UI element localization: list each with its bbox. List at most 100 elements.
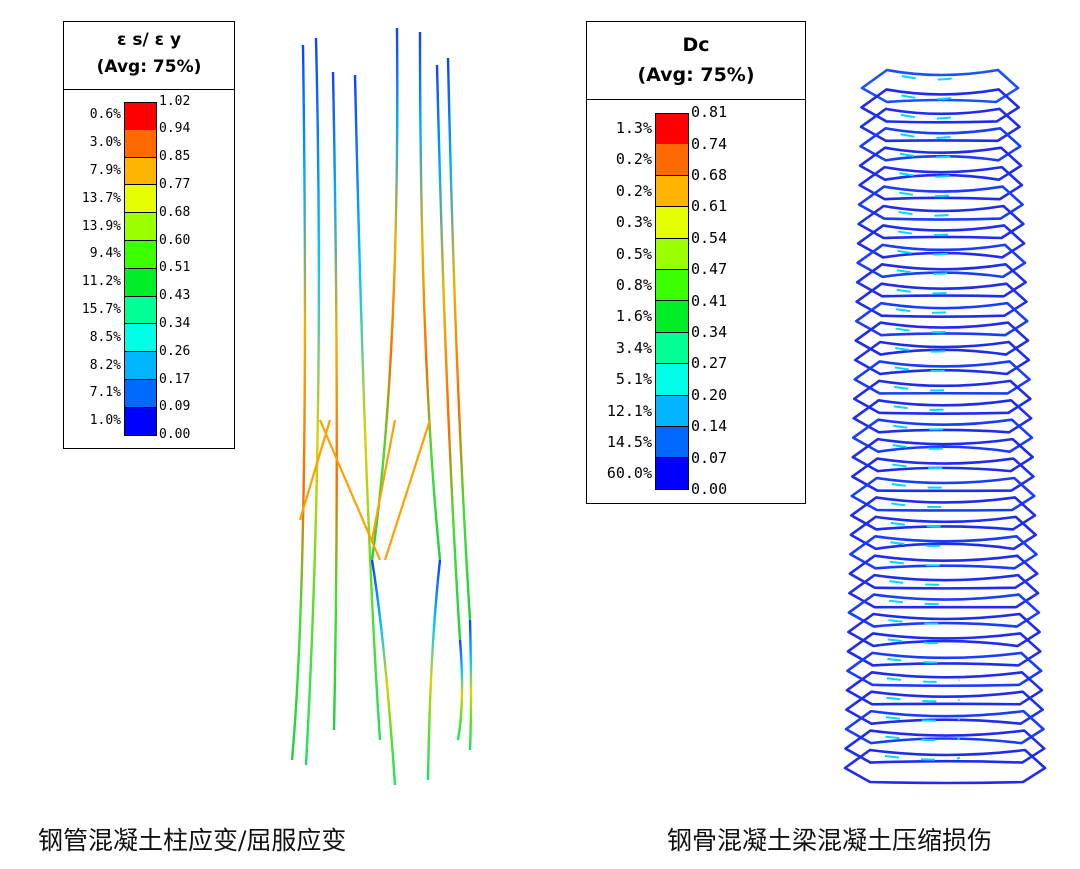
damage-ring-highlight xyxy=(889,580,959,586)
strain-legend-header: ε s/ ε y (Avg: 75%) xyxy=(64,22,234,90)
damage-legend-subtitle: (Avg: 75%) xyxy=(637,64,755,86)
damage-ring xyxy=(855,262,1028,298)
legend-percent: 9.4% xyxy=(89,246,121,262)
steel-rebar-line xyxy=(370,419,397,541)
legend-percent: 12.1% xyxy=(606,401,652,420)
damage-ring xyxy=(854,301,1029,337)
damage-ring xyxy=(858,146,1023,182)
damage-ring xyxy=(852,398,1033,434)
legend-value: 0.60 xyxy=(159,232,191,248)
damage-ring-highlight xyxy=(885,735,961,742)
damage-legend-title: Dc xyxy=(682,34,710,56)
damage-ring xyxy=(850,457,1035,493)
legend-value: 0.94 xyxy=(159,121,191,137)
damage-ring xyxy=(856,224,1026,259)
steel-rebar-line xyxy=(318,419,382,561)
damage-ring-highlight xyxy=(899,172,956,178)
legend-percent: 13.7% xyxy=(81,190,121,206)
damage-ring-highlight xyxy=(888,599,960,606)
legend-color-band xyxy=(124,185,157,214)
damage-ring-highlight xyxy=(891,502,959,509)
legend-color-band xyxy=(124,380,157,408)
damage-ring-highlight xyxy=(895,347,958,353)
damage-ring xyxy=(858,165,1024,201)
steel-rebar-line xyxy=(383,419,432,561)
legend-value: 0.34 xyxy=(691,323,728,342)
damage-ring-highlight xyxy=(896,308,957,314)
damage-ring xyxy=(844,709,1045,745)
legend-value: 0.85 xyxy=(159,149,191,165)
legend-color-band xyxy=(124,352,157,380)
legend-value: 0.68 xyxy=(691,166,728,185)
damage-ring-highlight xyxy=(887,638,960,645)
legend-value: 1.02 xyxy=(159,93,191,109)
legend-percent: 1.6% xyxy=(615,307,652,326)
steel-rebar-line xyxy=(304,37,321,766)
legend-value: 0.81 xyxy=(691,103,728,122)
legend-percent: 11.2% xyxy=(81,274,121,290)
damage-ring xyxy=(851,418,1034,454)
legend-value: 0.54 xyxy=(691,228,728,247)
caption-right: 钢骨混凝土梁混凝土压缩损伤 xyxy=(667,826,993,855)
steel-rebar-line xyxy=(435,64,462,641)
damage-ring-highlight xyxy=(892,463,959,470)
damage-ring-highlight xyxy=(895,327,958,334)
damage-ring xyxy=(850,496,1037,531)
damage-ring-highlight xyxy=(901,94,956,101)
legend-value: 0.74 xyxy=(691,134,728,153)
damage-ring-highlight xyxy=(889,560,959,567)
legend-percent: 0.8% xyxy=(615,275,652,294)
damage-ring xyxy=(846,651,1043,688)
legend-percent: 1.0% xyxy=(89,413,121,429)
damage-ring-highlight xyxy=(893,424,958,431)
legend-color-band xyxy=(655,113,689,146)
legend-color-band xyxy=(655,395,689,427)
damage-ring xyxy=(848,573,1040,609)
legend-percent: 0.3% xyxy=(615,213,652,232)
legend-color-band xyxy=(124,157,157,186)
damage-ring-highlight xyxy=(896,269,957,275)
damage-ring-highlight xyxy=(898,211,957,217)
legend-value: 0.00 xyxy=(159,427,191,443)
legend-color-band xyxy=(655,270,689,302)
damage-ring-highlight xyxy=(886,677,960,683)
legend-color-band xyxy=(124,268,157,297)
legend-percent: 0.6% xyxy=(89,107,121,123)
legend-value: 0.14 xyxy=(691,417,728,436)
damage-ring xyxy=(857,185,1024,221)
damage-ring-highlight xyxy=(900,133,956,139)
damage-ring-highlight xyxy=(897,230,957,237)
legend-color-band xyxy=(124,241,157,269)
legend-percent: 60.0% xyxy=(606,464,652,483)
legend-value: 0.34 xyxy=(159,315,191,331)
damage-ring xyxy=(848,554,1039,590)
legend-color-band xyxy=(124,296,157,325)
legend-percent: 7.1% xyxy=(89,385,121,401)
damage-ring xyxy=(844,729,1046,764)
damage-ring-highlight xyxy=(890,541,959,547)
damage-ring-highlight xyxy=(884,755,961,761)
damage-legend-header: Dc (Avg: 75%) xyxy=(587,22,805,100)
legend-value: 0.26 xyxy=(159,343,191,359)
damage-ring xyxy=(859,107,1021,143)
damage-ring-highlight xyxy=(887,657,960,664)
legend-percent: 14.5% xyxy=(606,432,652,451)
steel-tube-strain-figure xyxy=(290,27,473,786)
damage-ring xyxy=(847,612,1041,648)
legend-value: 0.27 xyxy=(691,354,728,373)
legend-color-band xyxy=(124,102,157,131)
legend-color-band xyxy=(655,301,689,333)
strain-legend: ε s/ ε y (Avg: 75%) 0.6% 3.0% 7.9% 13.7% 13.… xyxy=(63,21,235,449)
legend-value: 0.41 xyxy=(691,291,728,310)
legend-value: 0.20 xyxy=(691,385,728,404)
damage-ring xyxy=(843,748,1047,785)
damage-ring xyxy=(855,282,1028,318)
steel-rebar-line xyxy=(370,559,397,786)
damage-ring xyxy=(860,88,1021,124)
strain-legend-scale: 0.6% 3.0% 7.9% 13.7% 13.9% 9.4% 11.2% 15.7% 8.5%… xyxy=(64,90,234,448)
legend-color-band xyxy=(655,207,689,239)
legend-percent: 0.2% xyxy=(615,181,652,200)
damage-ring-highlight xyxy=(888,619,960,625)
damage-ring xyxy=(851,437,1034,473)
legend-color-band xyxy=(655,238,689,270)
